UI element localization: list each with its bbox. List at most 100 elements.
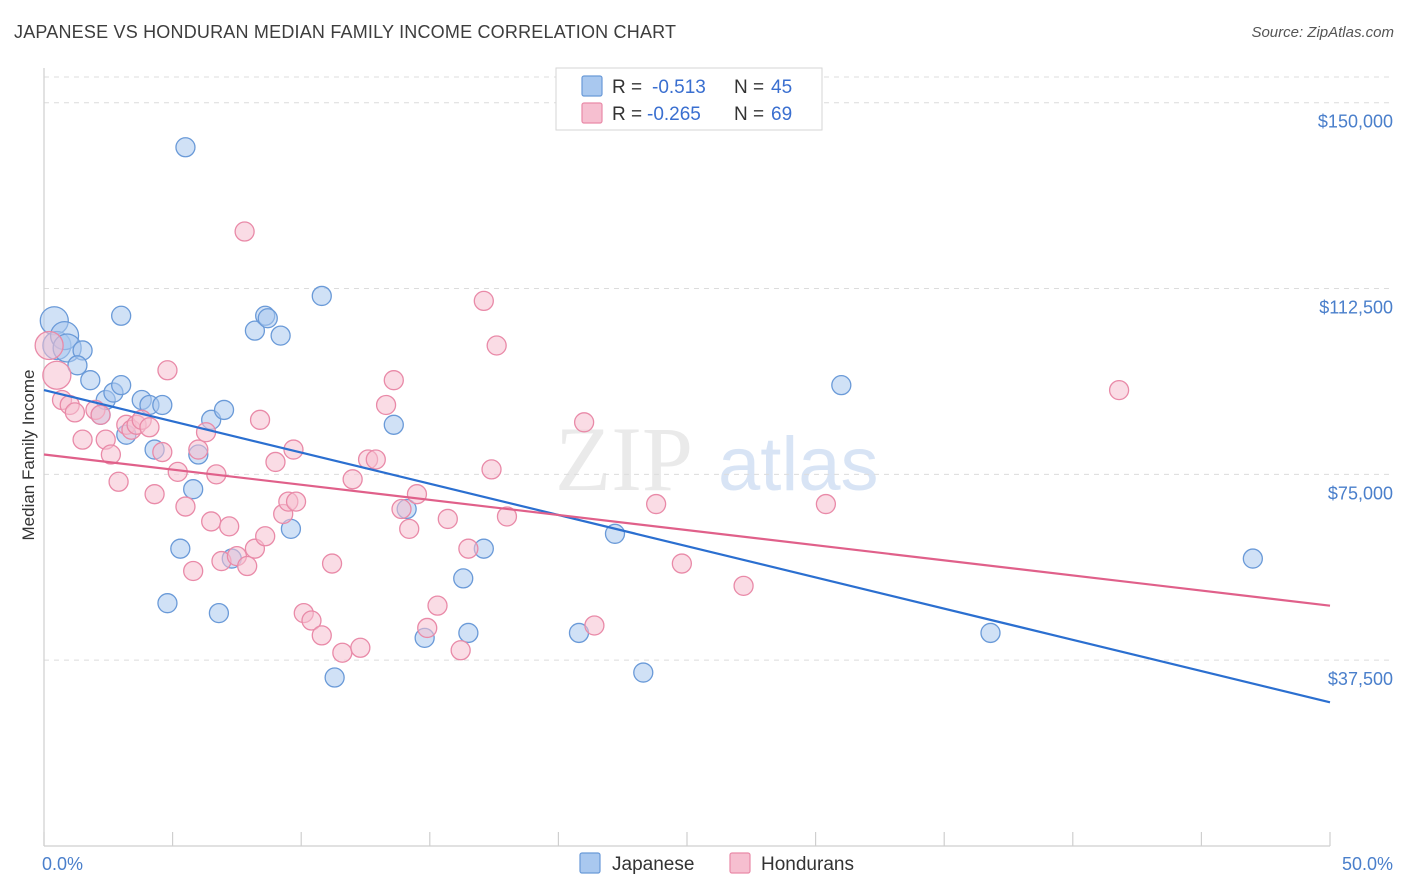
y-axis-label: Median Family Income xyxy=(19,369,38,540)
point-hondurans-42 xyxy=(332,642,353,663)
point-japanese-32 xyxy=(383,414,404,435)
point-hondurans-48 xyxy=(383,370,404,391)
point-japanese-16 xyxy=(152,394,173,416)
point-hondurans-16 xyxy=(144,484,165,505)
point-japanese-36 xyxy=(458,622,479,644)
point-hondurans-17 xyxy=(152,441,173,463)
point-hondurans-59 xyxy=(486,335,507,356)
point-hondurans-43 xyxy=(342,469,363,490)
point-hondurans-61 xyxy=(573,412,595,433)
point-japanese-10 xyxy=(111,374,132,396)
legend-n-value-japanese: 45 xyxy=(771,77,792,98)
point-hondurans-34 xyxy=(265,451,286,473)
point-hondurans-9 xyxy=(100,444,122,465)
point-japanese-41 xyxy=(831,374,852,396)
bottom-legend-label-japanese: Japanese xyxy=(612,854,694,875)
bottom-legend: Japanese Hondurans xyxy=(579,852,854,875)
legend-box: R = -0.513 N = 45 R = -0.265 N = 69 xyxy=(555,67,823,131)
point-hondurans-55 xyxy=(450,640,471,661)
legend-swatch-japanese xyxy=(581,75,603,97)
point-hondurans-30 xyxy=(237,555,258,577)
point-hondurans-15 xyxy=(139,417,160,438)
point-japanese-17 xyxy=(170,538,191,559)
point-hondurans-0 xyxy=(34,330,64,361)
trend-line-japanese xyxy=(43,389,1331,704)
legend-r-value-japanese: -0.513 xyxy=(652,77,706,98)
y-tick-label-0: $37,500 xyxy=(1328,669,1393,689)
point-hondurans-29 xyxy=(234,221,255,242)
point-hondurans-47 xyxy=(375,394,397,416)
point-japanese-18 xyxy=(175,137,196,158)
point-japanese-19 xyxy=(183,479,204,500)
point-hondurans-50 xyxy=(399,518,420,540)
point-japanese-28 xyxy=(270,325,291,346)
y-tick-label-2: $112,500 xyxy=(1319,298,1393,318)
point-japanese-35 xyxy=(453,568,474,589)
y-tick-label-3: $150,000 xyxy=(1318,112,1393,132)
legend-n-label-japanese: N = xyxy=(734,77,764,98)
point-hondurans-32 xyxy=(249,409,271,430)
point-japanese-23 xyxy=(208,602,230,624)
point-hondurans-27 xyxy=(219,516,240,537)
legend-swatch-hondurans xyxy=(581,102,603,124)
point-hondurans-20 xyxy=(175,496,196,517)
bottom-legend-swatch-japanese xyxy=(579,852,601,874)
point-hondurans-56 xyxy=(458,538,479,559)
point-hondurans-23 xyxy=(195,422,217,443)
legend-n-label-hondurans: N = xyxy=(734,104,764,125)
point-hondurans-21 xyxy=(183,560,204,582)
point-japanese-31 xyxy=(324,667,345,688)
point-hondurans-51 xyxy=(406,484,428,505)
point-hondurans-41 xyxy=(321,553,343,574)
legend-r-value-hondurans: -0.265 xyxy=(647,104,701,125)
point-hondurans-57 xyxy=(473,290,494,312)
point-hondurans-10 xyxy=(108,471,129,492)
point-hondurans-58 xyxy=(481,459,502,480)
point-hondurans-1 xyxy=(42,360,72,390)
chart-title: JAPANESE VS HONDURAN MEDIAN FAMILY INCOM… xyxy=(14,22,677,42)
source-label: Source: ZipAtlas.com xyxy=(1251,24,1394,41)
point-hondurans-62 xyxy=(584,615,605,636)
point-hondurans-60 xyxy=(496,506,518,527)
point-hondurans-52 xyxy=(417,617,438,639)
point-hondurans-4 xyxy=(64,402,86,423)
legend-r-label-hondurans: R = xyxy=(612,104,642,125)
y-tick-label-1: $75,000 xyxy=(1328,483,1393,503)
point-japanese-5 xyxy=(67,355,88,376)
point-japanese-42 xyxy=(980,622,1001,644)
x-tick-label-max: 50.0% xyxy=(1342,854,1393,874)
point-japanese-44 xyxy=(157,593,178,614)
point-japanese-22 xyxy=(213,399,235,421)
point-hondurans-40 xyxy=(311,625,332,646)
point-hondurans-66 xyxy=(815,493,837,515)
point-hondurans-63 xyxy=(645,493,667,515)
watermark-atlas: atlas xyxy=(718,422,879,507)
point-hondurans-5 xyxy=(72,429,93,450)
point-hondurans-37 xyxy=(285,491,307,512)
bottom-legend-swatch-hondurans xyxy=(729,852,751,874)
point-hondurans-67 xyxy=(1108,379,1130,401)
point-hondurans-53 xyxy=(427,595,448,616)
point-hondurans-24 xyxy=(201,511,222,532)
point-hondurans-54 xyxy=(437,508,458,530)
point-japanese-30 xyxy=(311,285,332,307)
point-hondurans-65 xyxy=(733,575,754,596)
point-hondurans-44 xyxy=(350,637,371,658)
trend-line-hondurans xyxy=(43,453,1331,607)
bottom-legend-label-hondurans: Hondurans xyxy=(761,854,854,875)
point-japanese-12 xyxy=(111,305,132,326)
point-japanese-43 xyxy=(1242,548,1263,569)
point-japanese-40 xyxy=(633,662,654,683)
point-hondurans-22 xyxy=(188,439,209,460)
point-hondurans-39 xyxy=(301,610,322,631)
point-japanese-27 xyxy=(257,308,278,329)
point-japanese-25 xyxy=(244,320,266,341)
x-tick-label-min: 0.0% xyxy=(42,854,83,874)
legend-r-label-japanese: R = xyxy=(612,77,642,98)
point-hondurans-49 xyxy=(391,498,412,520)
point-hondurans-64 xyxy=(671,553,693,574)
point-hondurans-46 xyxy=(365,449,386,470)
point-japanese-6 xyxy=(80,370,101,391)
point-hondurans-18 xyxy=(157,360,178,381)
